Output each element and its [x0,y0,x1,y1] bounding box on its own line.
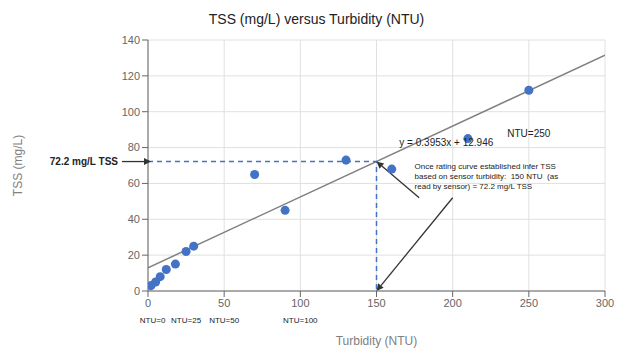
svg-text:300: 300 [596,297,614,309]
svg-text:120: 120 [122,70,140,82]
svg-text:100: 100 [291,297,309,309]
svg-text:20: 20 [128,249,140,261]
svg-text:NTU=250: NTU=250 [507,128,551,139]
svg-text:read by sensor) = 72.2 mg/L TS: read by sensor) = 72.2 mg/L TSS [415,182,533,191]
svg-text:0: 0 [145,297,151,309]
svg-text:0: 0 [134,285,140,297]
svg-text:72.2 mg/L TSS: 72.2 mg/L TSS [50,156,119,167]
svg-text:250: 250 [520,297,538,309]
svg-text:NTU=50: NTU=50 [209,316,240,325]
svg-text:200: 200 [443,297,461,309]
svg-text:Once rating curve established: Once rating curve established infer TSS [415,162,556,171]
svg-text:TSS (mg/L): TSS (mg/L) [11,135,25,196]
svg-text:NTU=100: NTU=100 [283,316,318,325]
svg-text:y = 0.3953x + 12.946: y = 0.3953x + 12.946 [399,137,493,148]
svg-text:NTU=0: NTU=0 [140,316,166,325]
svg-text:140: 140 [122,34,140,46]
svg-text:80: 80 [128,141,140,153]
svg-text:Turbidity (NTU): Turbidity (NTU) [336,334,418,348]
svg-text:40: 40 [128,213,140,225]
html-text:TSS (mg/L) versus Turbidity (N: TSS (mg/L) versus Turbidity (NTU) [208,11,425,27]
svg-text:100: 100 [122,106,140,118]
svg-text:150: 150 [367,297,385,309]
svg-text:50: 50 [218,297,230,309]
svg-text:NTU=25: NTU=25 [171,316,202,325]
svg-text:60: 60 [128,177,140,189]
svg-text:based on sensor turbidity: 15: based on sensor turbidity: 150 NTU (as [415,172,559,181]
